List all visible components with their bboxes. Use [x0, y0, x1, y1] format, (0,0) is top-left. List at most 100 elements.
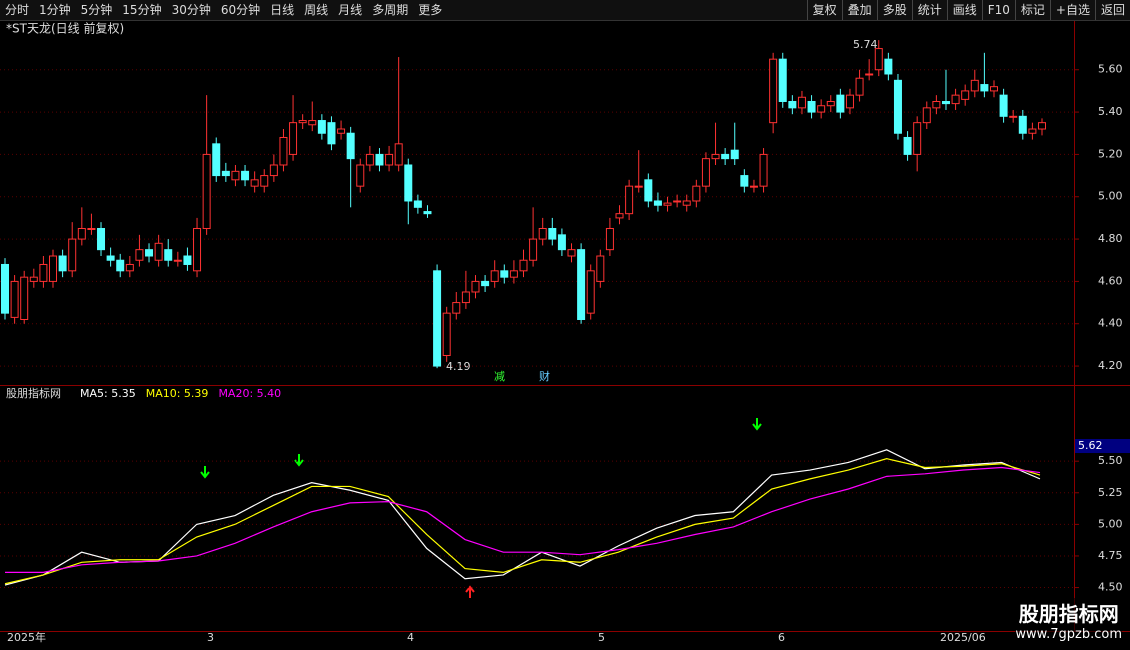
candle-body	[68, 238, 77, 272]
candle-body	[375, 153, 384, 166]
candle-body	[893, 79, 902, 134]
toolbar-item[interactable]: 月线	[338, 3, 363, 17]
candle-body	[529, 238, 538, 261]
candle-body	[500, 270, 509, 278]
candle-body	[279, 136, 288, 166]
toolbar-item[interactable]: 叠加	[841, 0, 877, 20]
candle-body	[346, 132, 355, 160]
candle-body	[337, 128, 346, 134]
legend-entry: MA20: 5.40	[218, 387, 281, 400]
candle-body	[778, 58, 787, 102]
candle-body	[413, 200, 422, 208]
candle-body	[241, 170, 250, 181]
candle-body	[260, 175, 269, 187]
candle-body	[625, 185, 634, 215]
candle-body	[711, 153, 720, 160]
candle-body	[183, 255, 192, 265]
chart: *ST天龙(日线 前复权) 股朋指标网 5.74 4.19 减 财 4.20 4.…	[0, 21, 1130, 644]
candle-body	[941, 100, 950, 105]
candle-body	[58, 255, 67, 272]
candle-body	[173, 259, 182, 262]
toolbar-item[interactable]: 周线	[304, 3, 329, 17]
toolbar-item[interactable]: 多周期	[372, 3, 409, 17]
candle-body	[442, 312, 451, 356]
candle-body	[1018, 115, 1027, 134]
candle-body	[644, 179, 653, 202]
candle-body	[269, 164, 278, 177]
candle-body	[394, 143, 403, 166]
candle-body	[308, 120, 317, 126]
candle-body	[769, 58, 778, 124]
y-tick-label: 4.50	[1098, 581, 1123, 594]
annotation: 4.19	[446, 360, 471, 373]
toolbar-item[interactable]: 多股	[876, 0, 912, 20]
candle-body	[250, 179, 259, 187]
candle-body	[20, 276, 29, 321]
candle-body	[193, 227, 202, 272]
watermark: 股朋指标网 www.7gpzb.com	[1015, 598, 1122, 642]
toolbar-item[interactable]: 60分钟	[220, 3, 261, 17]
candle-body	[77, 227, 86, 240]
candle-body	[461, 291, 470, 304]
candle-body	[980, 84, 989, 92]
toolbar-item[interactable]: 画线	[946, 0, 982, 20]
candle-body	[932, 100, 941, 109]
y-tick-label: 5.50	[1098, 454, 1123, 467]
candle-body	[577, 249, 586, 321]
toolbar-item[interactable]: +自选	[1049, 0, 1095, 20]
candle-body	[922, 107, 931, 124]
y-tick-label: 4.75	[1098, 549, 1123, 562]
toolbar-item[interactable]: 更多	[418, 3, 443, 17]
toolbar-item[interactable]: 1分钟	[39, 3, 71, 17]
candle-body	[452, 302, 461, 314]
signal-arrow	[200, 418, 762, 479]
y-tick-label: 5.00	[1098, 190, 1123, 203]
candle-body	[615, 213, 624, 219]
toolbar-item[interactable]: F10	[981, 0, 1015, 20]
candle-body	[586, 270, 595, 314]
y-tick-label: 4.40	[1098, 317, 1123, 330]
candle-body	[653, 200, 662, 206]
candle-body	[125, 263, 134, 272]
candle-body	[749, 185, 758, 188]
panel-border	[0, 631, 1130, 632]
candle-body	[797, 96, 806, 109]
candle-body	[845, 94, 854, 109]
toolbar-item[interactable]: 返回	[1094, 0, 1130, 20]
toolbar-item[interactable]: 5分钟	[80, 3, 113, 17]
candle-body	[202, 153, 211, 229]
candle-body	[145, 249, 154, 257]
toolbar-item[interactable]: 复权	[806, 0, 842, 20]
candle-body	[605, 227, 614, 251]
toolbar-item[interactable]: 标记	[1014, 0, 1050, 20]
candle-body	[164, 249, 173, 261]
watermark-name: 股朋指标网	[1018, 602, 1119, 626]
toolbar-item[interactable]: 统计	[911, 0, 947, 20]
candle-body	[1009, 115, 1018, 118]
candle-body	[548, 227, 557, 240]
ma-line	[4, 458, 1041, 585]
candle-body	[433, 270, 442, 367]
candle-body	[884, 58, 893, 75]
y-tick-label: 5.00	[1098, 517, 1123, 530]
panel-title: 股朋指标网	[6, 386, 61, 400]
candle-body	[999, 94, 1008, 117]
candle-body	[289, 122, 298, 155]
y-tick-label: 5.40	[1098, 105, 1123, 118]
toolbar-item[interactable]: 30分钟	[171, 3, 211, 17]
candle-body	[701, 158, 710, 187]
candle-body	[596, 255, 605, 282]
candle-body	[682, 200, 691, 206]
y-tick-label: 4.80	[1098, 232, 1123, 245]
toolbar-item[interactable]: 分时	[5, 3, 30, 17]
candle-body	[154, 242, 163, 261]
candle-body	[807, 100, 816, 113]
candle-body	[490, 270, 499, 282]
candle-body	[231, 170, 240, 181]
candle-body	[913, 122, 922, 155]
legend-entry: MA10: 5.39	[146, 387, 209, 400]
toolbar-item[interactable]: 15分钟	[122, 3, 162, 17]
toolbar-item[interactable]: 日线	[270, 3, 295, 17]
candle-body	[557, 234, 566, 251]
